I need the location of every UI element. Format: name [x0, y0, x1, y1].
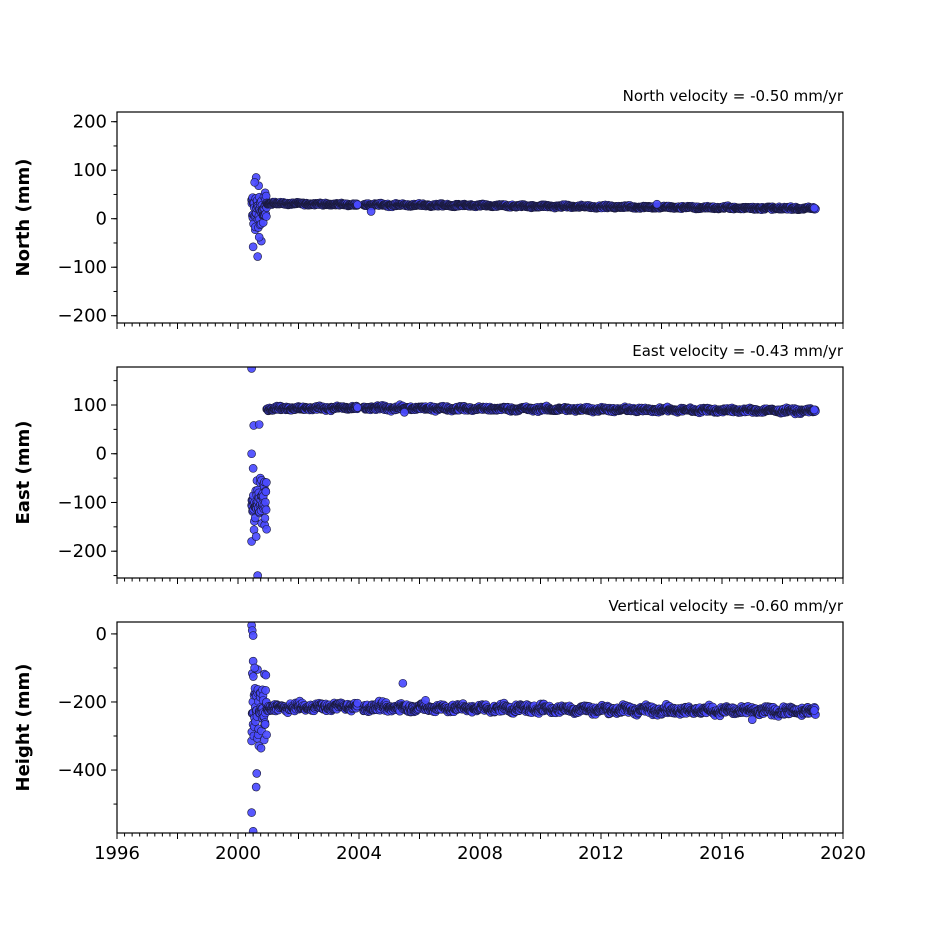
data-point [253, 252, 262, 261]
data-point [248, 242, 258, 252]
data-point [248, 827, 258, 833]
data-point [248, 631, 258, 640]
x-tick-label: 2004 [336, 843, 382, 864]
data-point [260, 513, 270, 523]
north-panel: −200 −100 0 100 200 North velocity = -0.50 mm… [13, 87, 844, 329]
height-y-ticks: −400 −200 0 [58, 624, 117, 805]
height-y-axis-label: Height (mm) [13, 664, 34, 792]
data-point [809, 706, 819, 715]
x-tick-label: 2000 [215, 843, 261, 864]
y-tick-label: 0 [96, 624, 107, 645]
height-velocity-title: Vertical velocity = -0.60 mm/yr [608, 597, 843, 615]
y-tick-label: 0 [96, 209, 107, 230]
data-point [254, 420, 264, 429]
data-point [254, 232, 264, 242]
data-point [262, 212, 271, 221]
x-tick-label: 2020 [820, 843, 866, 864]
north-y-ticks: −200 −100 0 100 200 [58, 112, 117, 327]
east-y-ticks: −200 −100 0 100 [58, 380, 117, 577]
data-point [262, 524, 271, 534]
y-tick-label: −100 [58, 257, 107, 278]
data-point [251, 532, 261, 541]
data-point [260, 719, 270, 729]
height-points [247, 622, 820, 833]
y-tick-label: 200 [73, 112, 107, 133]
data-point [253, 571, 262, 578]
east-x-ticks [116, 578, 844, 584]
y-tick-label: −200 [58, 541, 107, 562]
y-tick-label: 0 [96, 444, 107, 465]
data-point [421, 695, 430, 705]
north-axes-frame [116, 111, 844, 324]
data-point [252, 769, 262, 778]
east-panel: −200 −100 0 100 East velocity = -0.43 mm/yr E… [13, 342, 844, 584]
data-point [247, 808, 256, 817]
data-point [353, 200, 362, 209]
data-point [249, 672, 258, 681]
data-point [256, 743, 266, 753]
north-x-ticks [116, 323, 844, 329]
x-tick-label: 2012 [578, 843, 624, 864]
x-tick-label: 2008 [457, 843, 503, 864]
y-tick-label: 100 [73, 395, 107, 416]
data-point [400, 408, 409, 417]
data-point [247, 367, 256, 373]
data-point [366, 207, 376, 216]
data-point [250, 178, 259, 187]
data-point [251, 782, 261, 792]
north-y-axis-label: North (mm) [13, 159, 34, 277]
x-tick-label: 1996 [94, 843, 140, 864]
y-tick-label: 100 [73, 160, 107, 181]
data-point [250, 663, 259, 673]
data-point [262, 478, 271, 487]
data-point [248, 464, 258, 473]
data-point [261, 487, 271, 497]
east-velocity-title: East velocity = -0.43 mm/yr [632, 342, 844, 360]
data-point [747, 715, 757, 724]
height-axes-frame [116, 621, 844, 834]
east-axes-frame [116, 366, 844, 579]
y-tick-label: −400 [58, 760, 107, 781]
y-tick-label: −100 [58, 492, 107, 513]
data-point [809, 203, 819, 213]
x-tick-labels: 1996 2000 2004 2008 2012 2016 2020 [94, 843, 866, 864]
data-point [261, 686, 270, 695]
data-point [261, 497, 270, 507]
data-point [262, 730, 271, 740]
data-point [247, 449, 256, 459]
data-point [398, 678, 408, 688]
height-panel: −400 −200 0 Vertical velocity = -0.60 mm/yr… [13, 597, 866, 864]
data-point [652, 199, 662, 209]
data-point [261, 670, 271, 680]
data-point [261, 505, 271, 515]
y-tick-label: −200 [58, 692, 107, 713]
data-point [353, 403, 362, 412]
y-tick-label: −200 [58, 306, 107, 327]
north-points [247, 173, 820, 261]
data-point [809, 405, 819, 415]
x-tick-label: 2016 [699, 843, 745, 864]
east-y-axis-label: East (mm) [13, 421, 34, 525]
height-x-ticks [116, 833, 844, 839]
north-velocity-title: North velocity = -0.50 mm/yr [623, 87, 844, 105]
east-points [247, 367, 820, 578]
